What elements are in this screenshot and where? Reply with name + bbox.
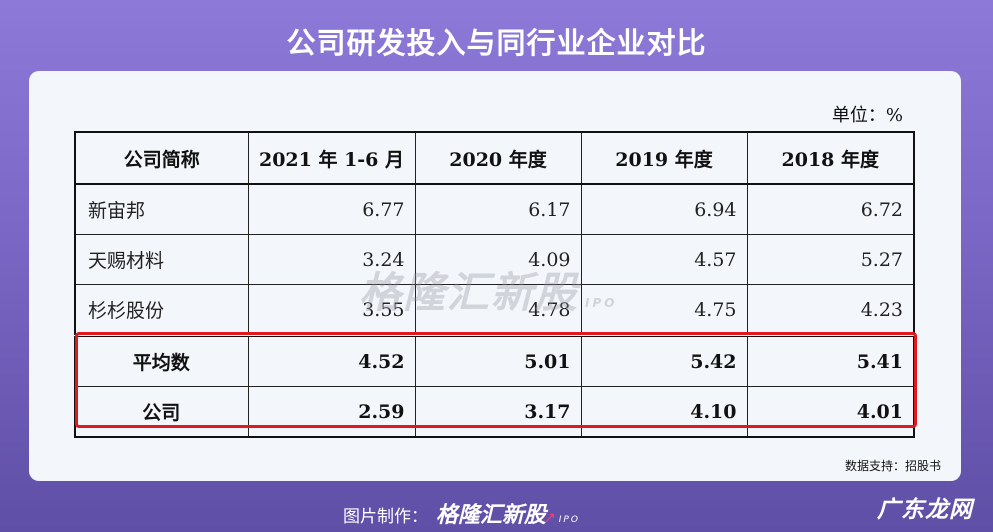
table-row: 杉杉股份 3.55 4.78 4.75 4.23 <box>74 284 915 336</box>
page-title: 公司研发投入与同行业企业对比 <box>286 26 707 60</box>
value-cell: 4.23 <box>746 284 915 336</box>
table-row: 新宙邦 6.77 6.17 6.94 6.72 <box>74 183 915 235</box>
header-company: 公司简称 <box>74 131 249 185</box>
watermark: 格隆汇新股 IPO <box>359 259 617 320</box>
value-cell: 5.41 <box>746 334 915 387</box>
value-cell: 5.01 <box>414 334 582 387</box>
table-row: 天赐材料 3.24 4.09 4.57 5.27 <box>74 234 915 285</box>
watermark-sub: IPO <box>585 296 618 310</box>
value-cell: 4.10 <box>580 386 748 438</box>
value-cell: 6.94 <box>580 183 748 235</box>
value-cell: 4.78 <box>414 284 582 336</box>
value-cell: 3.17 <box>414 386 582 438</box>
trend-arrow-icon: ↗ <box>544 510 556 526</box>
header-2018: 2018 年度 <box>746 131 915 185</box>
company-row: 公司 2.59 3.17 4.10 4.01 <box>74 386 915 438</box>
site-watermark: 广东龙网 <box>877 497 973 523</box>
footer-prefix: 图片制作： <box>343 507 428 527</box>
value-cell: 4.01 <box>746 386 915 438</box>
value-cell: 4.57 <box>580 234 748 285</box>
footer-brand: 格隆汇新股 <box>436 503 547 528</box>
value-cell: 4.09 <box>414 234 582 285</box>
value-cell: 6.72 <box>746 183 915 235</box>
average-label: 平均数 <box>74 334 249 387</box>
value-cell: 5.27 <box>746 234 915 285</box>
unit-label: 单位：% <box>831 105 903 126</box>
value-cell: 6.77 <box>247 183 416 235</box>
watermark-text: 格隆汇新股 <box>359 268 580 317</box>
header-2019: 2019 年度 <box>580 131 748 185</box>
company-name: 杉杉股份 <box>74 284 249 336</box>
average-row: 平均数 4.52 5.01 5.42 5.41 <box>74 334 915 387</box>
rd-comparison-table: 公司简称 2021 年 1-6 月 2020 年度 2019 年度 2018 年… <box>74 131 915 438</box>
source-note: 数据支持：招股书 <box>844 459 941 473</box>
company-name: 新宙邦 <box>74 183 249 235</box>
value-cell: 2.59 <box>247 386 416 438</box>
header-2020: 2020 年度 <box>414 131 582 185</box>
footer-sub: IPO <box>558 515 580 525</box>
value-cell: 4.52 <box>247 334 416 387</box>
company-name: 天赐材料 <box>74 234 249 285</box>
content-card: 单位：% 公司简称 2021 年 1-6 月 2020 年度 2019 年度 2… <box>29 71 961 481</box>
value-cell: 5.42 <box>580 334 748 387</box>
table-header-row: 公司简称 2021 年 1-6 月 2020 年度 2019 年度 2018 年… <box>74 131 915 185</box>
value-cell: 4.75 <box>580 284 748 336</box>
value-cell: 6.17 <box>414 183 582 235</box>
header-2021h1: 2021 年 1-6 月 <box>247 131 416 185</box>
footer-credit: 图片制作： 格隆汇新股 ↗ IPO <box>343 497 580 529</box>
company-label: 公司 <box>74 386 249 438</box>
